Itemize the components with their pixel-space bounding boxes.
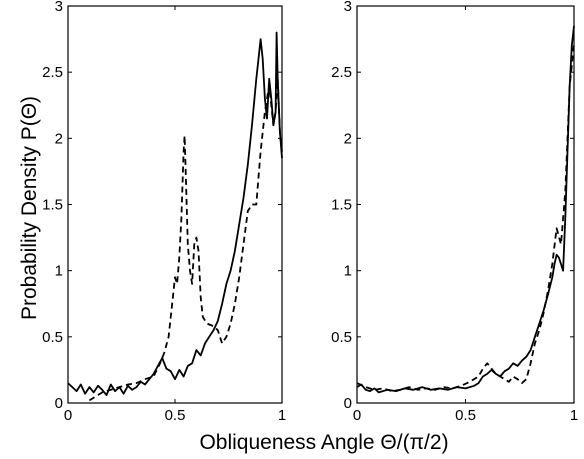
left-ytick-label: 3 [55, 0, 63, 15]
x-axis-label: Obliqueness Angle Θ/(π/2) [199, 431, 448, 454]
left-ytick-label: 1 [55, 263, 63, 280]
left-ytick-label: 0 [55, 395, 63, 412]
left-series-dashed [88, 77, 283, 402]
right-ytick-label: 2.5 [331, 64, 352, 81]
left-ytick-label: 2.5 [42, 64, 63, 81]
right-series-solid [356, 25, 575, 394]
right-xtick-label: 1 [570, 407, 578, 424]
right-ytick-label: 1 [344, 263, 352, 280]
right-xtick-label: 0 [353, 407, 361, 424]
right-ytick-label: 1.5 [331, 197, 352, 214]
right-ticks [356, 5, 575, 404]
right-ytick-label: 2 [344, 130, 352, 147]
right-tick-labels: 0 0.5 1 1.5 2 2.5 3 0 0.5 1 [331, 0, 578, 424]
left-xtick-label: 0 [64, 407, 72, 424]
left-panel: 0 0.5 1 1.5 2 2.5 3 0 0.5 1 [42, 0, 286, 424]
right-ytick-label: 0 [344, 395, 352, 412]
left-xtick-label: 1 [278, 407, 286, 424]
left-ytick-label: 2 [55, 130, 63, 147]
right-curves [356, 25, 575, 394]
right-xtick-label: 0.5 [455, 407, 476, 424]
right-ytick-label: 0.5 [331, 329, 352, 346]
left-ytick-label: 1.5 [42, 197, 63, 214]
y-axis-label: Probability Density P(Θ) [18, 96, 41, 320]
left-ticks [67, 5, 283, 404]
right-series-dashed [356, 43, 575, 393]
left-xtick-label: 0.5 [165, 407, 186, 424]
left-curves [67, 31, 283, 402]
right-panel: 0 0.5 1 1.5 2 2.5 3 0 0.5 1 [331, 0, 578, 424]
left-tick-labels: 0 0.5 1 1.5 2 2.5 3 0 0.5 1 [42, 0, 286, 424]
right-axes-box [356, 5, 575, 404]
left-axes-box [67, 5, 283, 404]
left-series-solid [67, 31, 283, 397]
right-ytick-label: 3 [344, 0, 352, 15]
left-ytick-label: 0.5 [42, 329, 63, 346]
